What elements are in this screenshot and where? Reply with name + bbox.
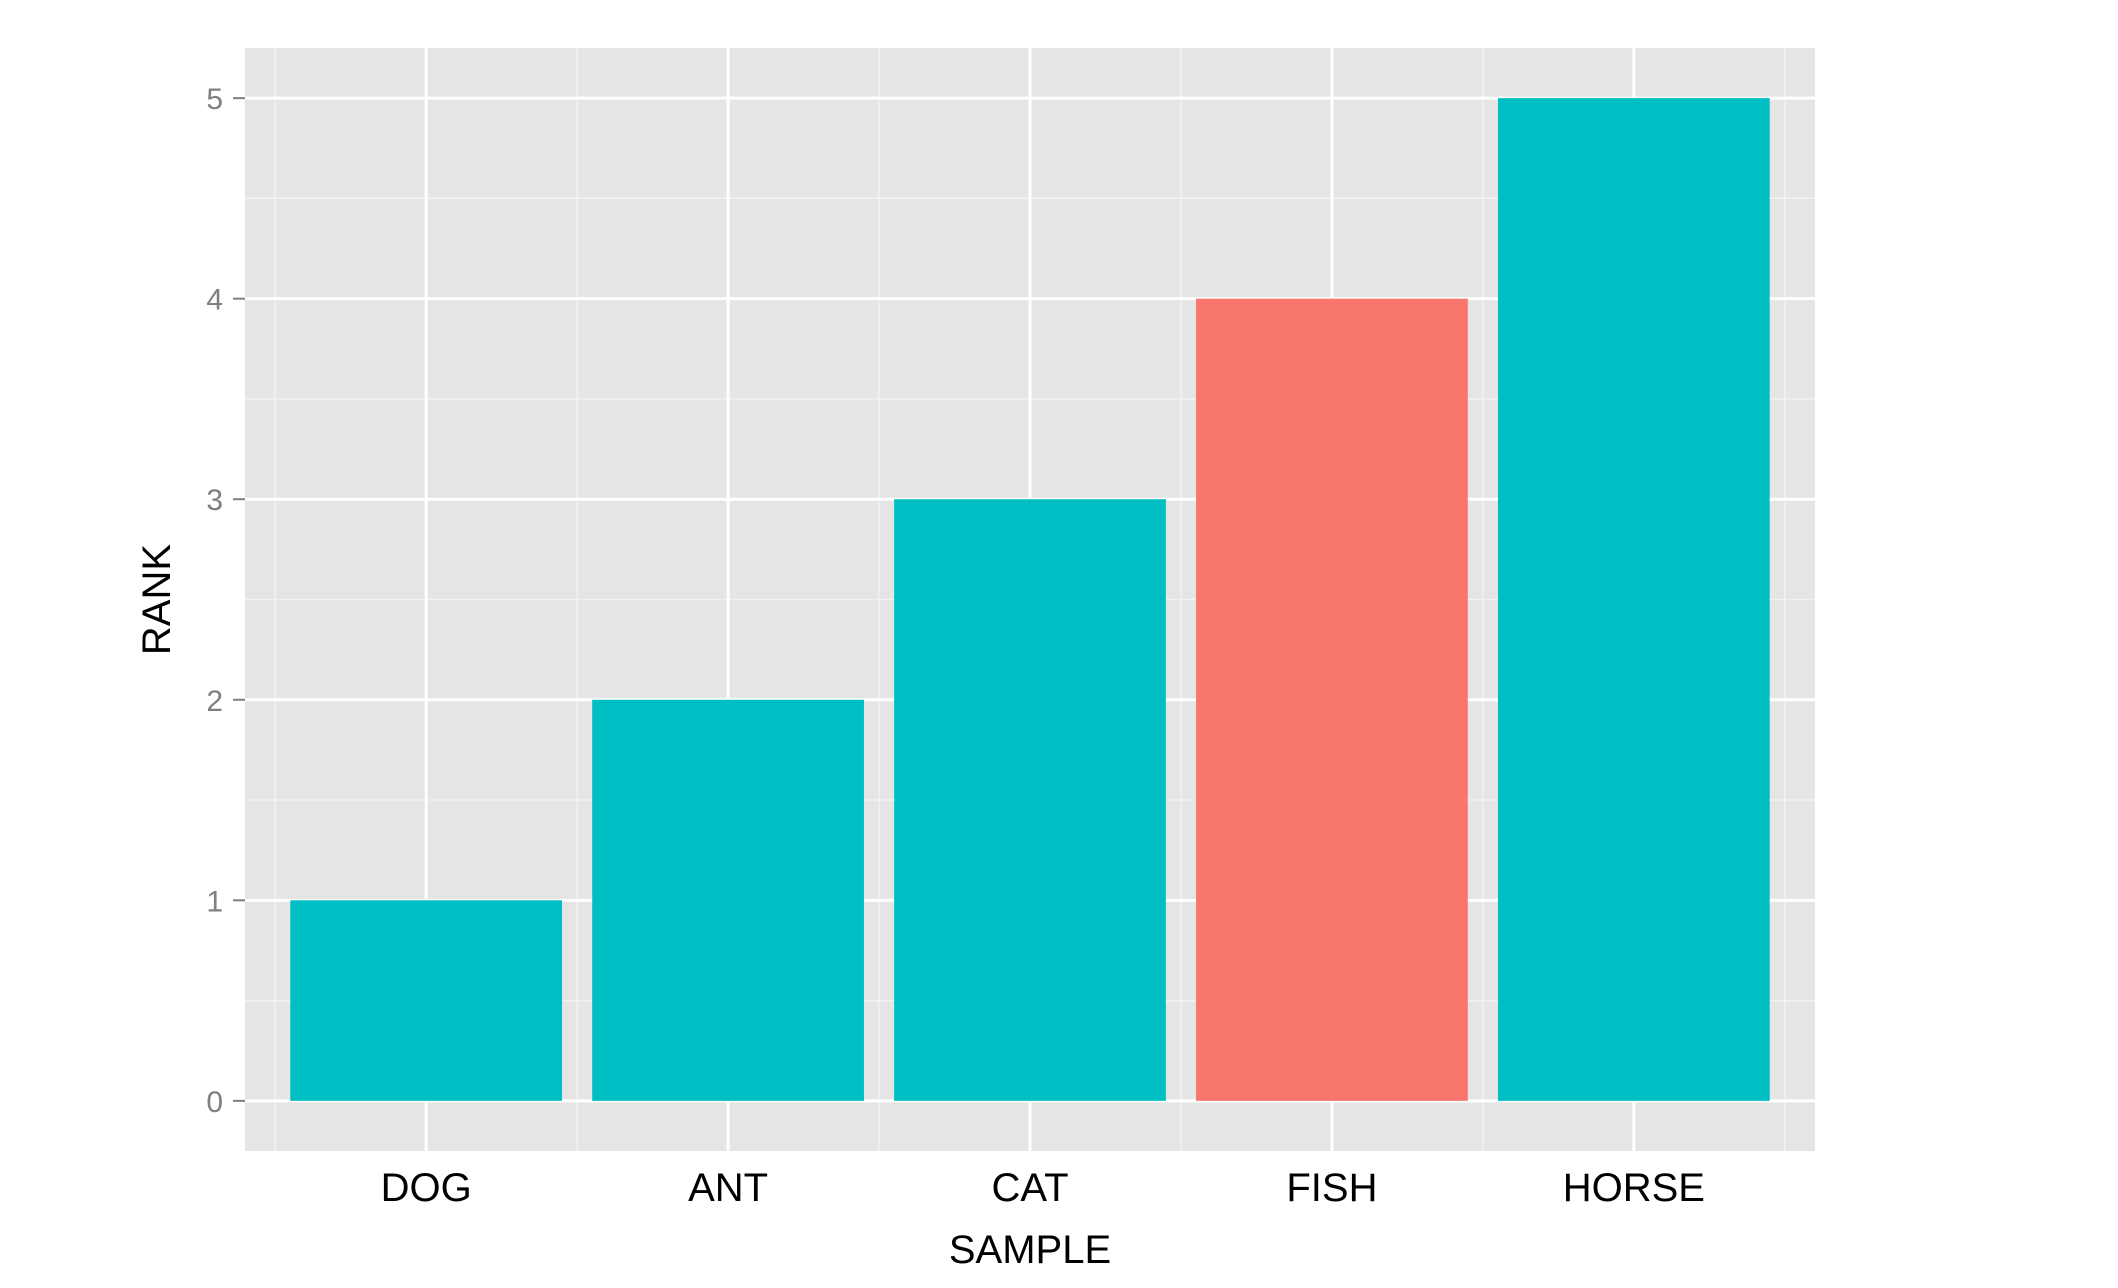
x-tick-label-dog: DOG	[381, 1166, 472, 1210]
y-tick-label: 1	[206, 885, 223, 918]
bars	[290, 98, 1770, 1101]
bar-ant	[592, 699, 864, 1101]
y-tick-label: 0	[206, 1086, 223, 1119]
bar-horse	[1497, 98, 1770, 1101]
bar-dog	[290, 900, 563, 1101]
bar-cat	[894, 499, 1166, 1101]
y-axis-ticks: 0 1 2 3 4 5	[206, 83, 245, 1119]
x-axis-title: SAMPLE	[949, 1228, 1111, 1272]
x-axis-ticks: DOG ANT CAT FISH HORSE	[381, 1166, 1705, 1210]
y-tick-label: 2	[206, 685, 223, 718]
y-tick-label: 5	[206, 83, 223, 116]
x-tick-label-cat: CAT	[991, 1166, 1068, 1210]
y-tick-label: 3	[206, 484, 223, 517]
x-tick-label-ant: ANT	[688, 1166, 768, 1210]
x-tick-label-fish: FISH	[1286, 1166, 1377, 1210]
x-tick-label-horse: HORSE	[1563, 1166, 1705, 1210]
bar-fish	[1196, 298, 1468, 1101]
y-axis-title: RANK	[135, 544, 179, 655]
y-tick-label: 4	[206, 284, 223, 317]
